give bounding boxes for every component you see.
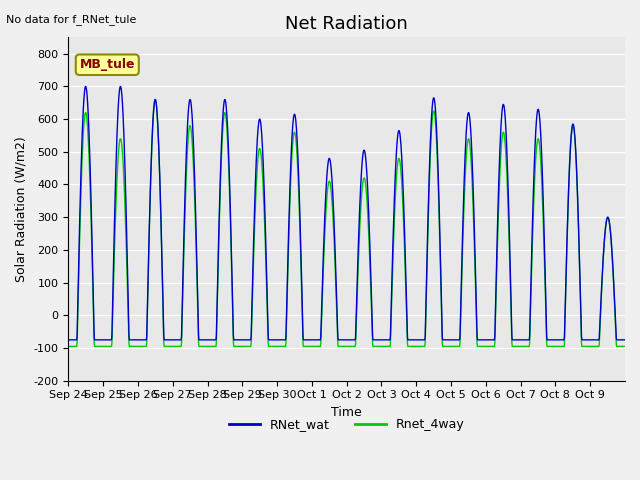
Rnet_4way <box>621 344 629 349</box>
Rnet_4way <box>614 344 622 349</box>
RNet_wat <box>65 337 72 343</box>
Rnet_4way <box>333 298 340 303</box>
Title: Net Radiation: Net Radiation <box>285 15 408 33</box>
Rnet_4way <box>560 344 568 349</box>
Legend: RNet_wat, Rnet_4way: RNet_wat, Rnet_4way <box>223 413 470 436</box>
Rnet_4way <box>65 344 72 349</box>
Rnet_4way <box>152 98 159 104</box>
RNet_wat <box>614 337 622 343</box>
Rnet_4way <box>322 210 330 216</box>
RNet_wat <box>560 337 568 343</box>
Text: No data for f_RNet_tule: No data for f_RNet_tule <box>6 14 137 25</box>
RNet_wat <box>333 287 340 292</box>
Rnet_4way <box>151 97 159 103</box>
RNet_wat <box>82 84 90 89</box>
RNet_wat <box>152 98 159 104</box>
Line: RNet_wat: RNet_wat <box>68 86 625 340</box>
RNet_wat <box>621 337 629 343</box>
Line: Rnet_4way: Rnet_4way <box>68 100 625 347</box>
RNet_wat <box>478 337 486 343</box>
RNet_wat <box>322 190 330 196</box>
Text: MB_tule: MB_tule <box>79 58 135 71</box>
Rnet_4way <box>478 344 486 349</box>
Y-axis label: Solar Radiation (W/m2): Solar Radiation (W/m2) <box>15 136 28 282</box>
X-axis label: Time: Time <box>332 406 362 419</box>
